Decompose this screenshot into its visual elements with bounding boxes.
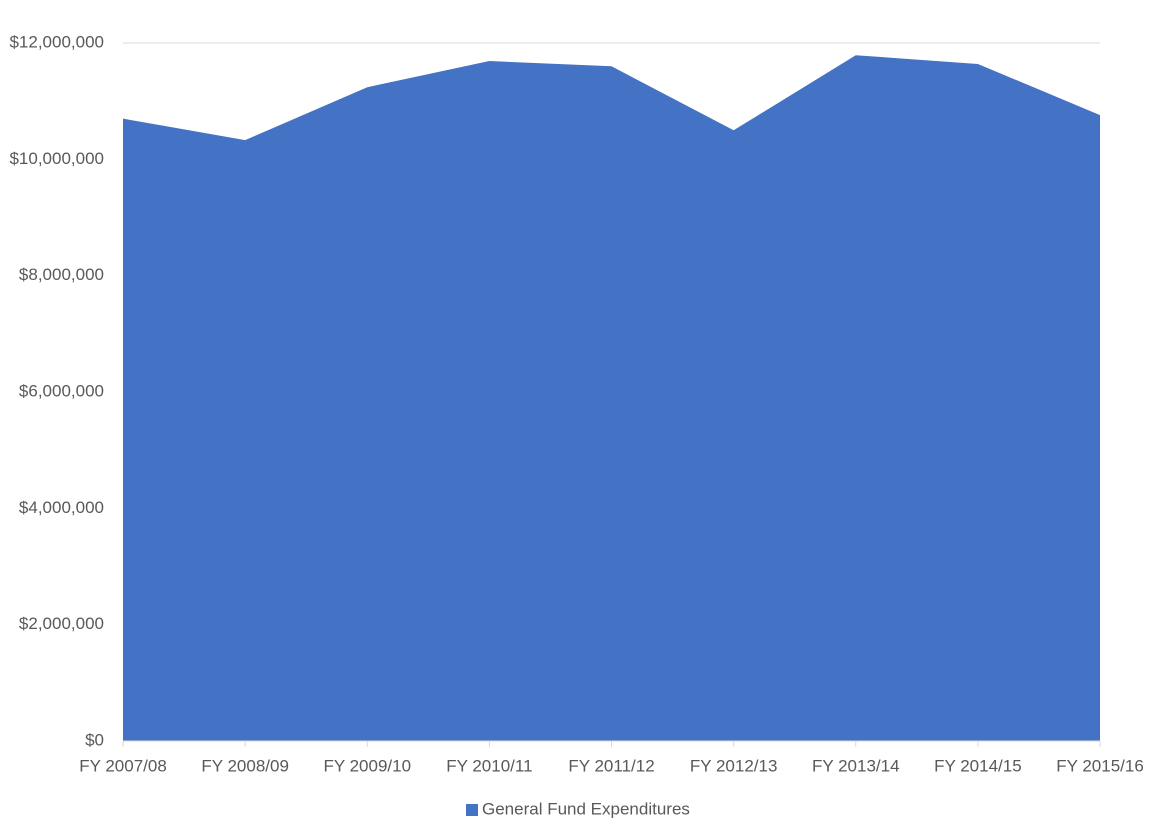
y-tick-label: $0 xyxy=(85,730,104,749)
x-tick-label: FY 2014/15 xyxy=(934,756,1022,775)
area xyxy=(123,55,1100,741)
y-tick-label: $4,000,000 xyxy=(19,498,104,517)
x-tick-label: FY 2008/09 xyxy=(201,756,289,775)
y-tick-label: $2,000,000 xyxy=(19,614,104,633)
legend-label: General Fund Expenditures xyxy=(482,799,690,818)
x-tick-label: FY 2007/08 xyxy=(79,756,167,775)
x-tick-label: FY 2013/14 xyxy=(812,756,900,775)
y-tick-label: $10,000,000 xyxy=(9,149,104,168)
x-tick-label: FY 2011/12 xyxy=(568,756,654,775)
y-tick-label: $8,000,000 xyxy=(19,265,104,284)
y-tick-label: $12,000,000 xyxy=(9,32,104,51)
x-tick-label: FY 2015/16 xyxy=(1056,756,1144,775)
y-tick-label: $6,000,000 xyxy=(19,381,104,400)
legend-swatch xyxy=(466,804,478,816)
x-tick-label: FY 2009/10 xyxy=(323,756,411,775)
x-tick-label: FY 2010/11 xyxy=(446,756,532,775)
x-tick-label: FY 2012/13 xyxy=(690,756,778,775)
